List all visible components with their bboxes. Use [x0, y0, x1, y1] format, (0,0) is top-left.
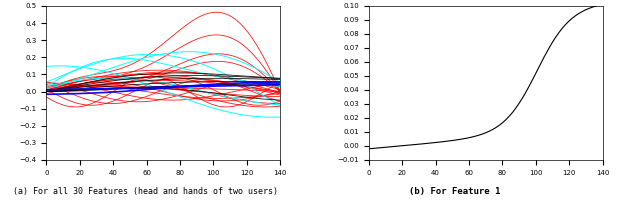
Text: (b) For Feature 1: (b) For Feature 1: [408, 187, 500, 196]
Text: (a) For all 30 Features (head and hands of two users): (a) For all 30 Features (head and hands …: [13, 187, 277, 196]
